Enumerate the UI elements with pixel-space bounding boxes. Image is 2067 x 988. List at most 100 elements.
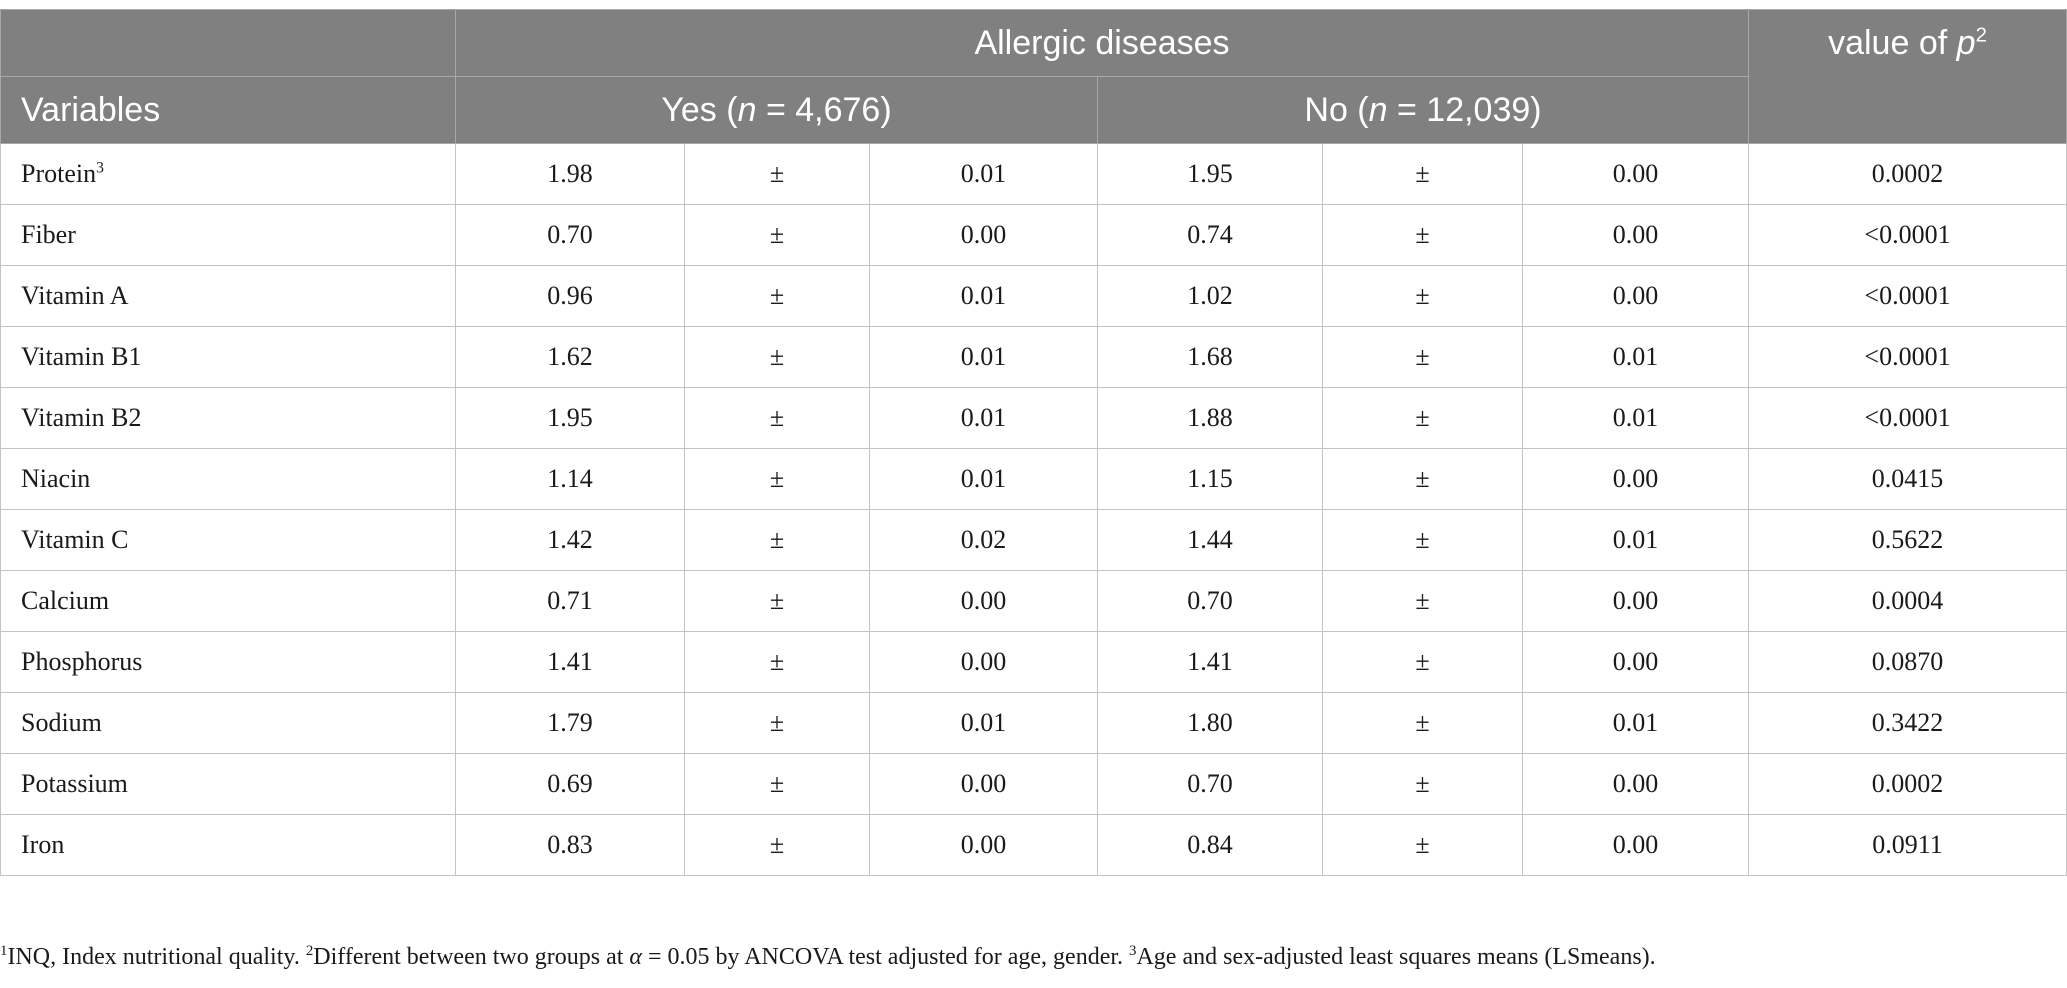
yes-mean-cell: 0.96 bbox=[455, 265, 685, 327]
pvalue-footnote-ref: 2 bbox=[1975, 24, 1987, 47]
variable-label: Vitamin A bbox=[21, 281, 129, 310]
variable-label: Vitamin B2 bbox=[21, 403, 142, 432]
no-pm-cell: ± bbox=[1322, 387, 1523, 449]
variable-cell: Phosphorus bbox=[0, 631, 456, 693]
variable-label: Fiber bbox=[21, 220, 76, 249]
no-se-cell: 0.01 bbox=[1522, 326, 1749, 388]
pvalue-cell: 0.0002 bbox=[1748, 753, 2067, 815]
no-mean-cell: 1.88 bbox=[1097, 387, 1323, 449]
table-body: Protein3 1.98 ±0.01 1.95 ±0.00 0.0002 Fiber 0.7… bbox=[0, 143, 2067, 876]
yes-mean-cell: 1.98 bbox=[455, 143, 685, 205]
no-se-cell: 0.01 bbox=[1522, 692, 1749, 754]
variable-cell: Protein3 bbox=[0, 143, 456, 205]
yes-se-cell: 0.01 bbox=[869, 265, 1098, 327]
header-row-2: Variables Yes (n = 4,676) No (n = 12,039… bbox=[0, 76, 2067, 144]
pvalue-cell: 0.0415 bbox=[1748, 448, 2067, 510]
yes-n-value: = 4,676) bbox=[756, 90, 892, 129]
no-n-value: = 12,039) bbox=[1387, 90, 1542, 129]
no-pm-cell: ± bbox=[1322, 265, 1523, 327]
no-se-cell: 0.00 bbox=[1522, 143, 1749, 205]
group-title: Allergic diseases bbox=[455, 9, 1749, 77]
pvalue-cell: 0.0870 bbox=[1748, 631, 2067, 693]
pvalue-cell: 0.3422 bbox=[1748, 692, 2067, 754]
no-mean-cell: 1.02 bbox=[1097, 265, 1323, 327]
no-pm-cell: ± bbox=[1322, 814, 1523, 876]
no-se-cell: 0.00 bbox=[1522, 753, 1749, 815]
variable-cell: Vitamin A bbox=[0, 265, 456, 327]
pvalue-cell: 0.0911 bbox=[1748, 814, 2067, 876]
no-mean-cell: 0.70 bbox=[1097, 753, 1323, 815]
table-row: Sodium 1.79 ±0.01 1.80 ±0.01 0.3422 bbox=[0, 692, 2067, 754]
table-row: Phosphorus 1.41 ±0.00 1.41 ±0.00 0.0870 bbox=[0, 631, 2067, 693]
yes-pm-cell: ± bbox=[684, 143, 870, 205]
table-row: Fiber 0.70 ±0.00 0.74 ±0.00 <0.0001 bbox=[0, 204, 2067, 266]
pvalue-header: value of p2 bbox=[1748, 9, 2067, 144]
footnote-ref-3: 3 bbox=[1129, 943, 1137, 959]
variable-label: Calcium bbox=[21, 586, 110, 615]
no-pm-cell: ± bbox=[1322, 204, 1523, 266]
variable-cell: Vitamin B1 bbox=[0, 326, 456, 388]
variable-label: Potassium bbox=[21, 769, 128, 798]
no-mean-cell: 1.80 bbox=[1097, 692, 1323, 754]
no-mean-cell: 1.41 bbox=[1097, 631, 1323, 693]
no-pm-cell: ± bbox=[1322, 692, 1523, 754]
variables-header: Variables bbox=[0, 76, 456, 144]
header-blank-cell bbox=[0, 9, 456, 77]
pvalue-cell: 0.5622 bbox=[1748, 509, 2067, 571]
yes-mean-cell: 1.41 bbox=[455, 631, 685, 693]
no-pm-cell: ± bbox=[1322, 753, 1523, 815]
no-se-cell: 0.00 bbox=[1522, 631, 1749, 693]
table-row: Vitamin A 0.96 ±0.01 1.02 ±0.00 <0.0001 bbox=[0, 265, 2067, 327]
variable-footnote-ref: 3 bbox=[96, 159, 104, 177]
yes-mean-cell: 0.83 bbox=[455, 814, 685, 876]
no-mean-cell: 1.68 bbox=[1097, 326, 1323, 388]
no-pm-cell: ± bbox=[1322, 509, 1523, 571]
table-header: Allergic diseases value of p2 Variables … bbox=[0, 9, 2067, 144]
header-row-1: Allergic diseases value of p2 bbox=[0, 9, 2067, 144]
yes-se-cell: 0.00 bbox=[869, 204, 1098, 266]
no-se-cell: 0.01 bbox=[1522, 509, 1749, 571]
yes-mean-cell: 0.70 bbox=[455, 204, 685, 266]
table-row: Calcium 0.71 ±0.00 0.70 ±0.00 0.0004 bbox=[0, 570, 2067, 632]
table-row: Niacin 1.14 ±0.01 1.15 ±0.00 0.0415 bbox=[0, 448, 2067, 510]
pvalue-cell: <0.0001 bbox=[1748, 326, 2067, 388]
yes-mean-cell: 1.62 bbox=[455, 326, 685, 388]
footnote-2-text-a: Different between two groups at bbox=[313, 944, 630, 970]
no-se-cell: 0.00 bbox=[1522, 570, 1749, 632]
yes-pm-cell: ± bbox=[684, 509, 870, 571]
yes-mean-cell: 1.14 bbox=[455, 448, 685, 510]
variable-label: Sodium bbox=[21, 708, 102, 737]
yes-mean-cell: 1.79 bbox=[455, 692, 685, 754]
no-se-cell: 0.00 bbox=[1522, 204, 1749, 266]
no-pm-cell: ± bbox=[1322, 143, 1523, 205]
no-label: No ( bbox=[1304, 90, 1369, 129]
no-mean-cell: 0.84 bbox=[1097, 814, 1323, 876]
variable-cell: Sodium bbox=[0, 692, 456, 754]
variable-label: Vitamin B1 bbox=[21, 342, 142, 371]
table-footnote: 1INQ, Index nutritional quality. 2Differ… bbox=[0, 944, 2060, 971]
table-row: Vitamin B1 1.62 ±0.01 1.68 ±0.01 <0.0001 bbox=[0, 326, 2067, 388]
yes-label: Yes ( bbox=[661, 90, 738, 129]
yes-mean-cell: 1.95 bbox=[455, 387, 685, 449]
variable-cell: Niacin bbox=[0, 448, 456, 510]
yes-pm-cell: ± bbox=[684, 448, 870, 510]
footnote-1-text: INQ, Index nutritional quality. bbox=[7, 944, 306, 970]
footnote-ref-1: 1 bbox=[0, 943, 8, 959]
yes-pm-cell: ± bbox=[684, 265, 870, 327]
yes-se-cell: 0.00 bbox=[869, 814, 1098, 876]
variable-cell: Fiber bbox=[0, 204, 456, 266]
yes-se-cell: 0.01 bbox=[869, 326, 1098, 388]
footnote-3-text: Age and sex-adjusted least squares means… bbox=[1136, 944, 1656, 970]
variable-cell: Vitamin B2 bbox=[0, 387, 456, 449]
yes-pm-cell: ± bbox=[684, 814, 870, 876]
no-pm-cell: ± bbox=[1322, 631, 1523, 693]
table-row: Protein3 1.98 ±0.01 1.95 ±0.00 0.0002 bbox=[0, 143, 2067, 205]
variable-cell: Iron bbox=[0, 814, 456, 876]
yes-se-cell: 0.02 bbox=[869, 509, 1098, 571]
table-row: Potassium 0.69 ±0.00 0.70 ±0.00 0.0002 bbox=[0, 753, 2067, 815]
inq-table: Allergic diseases value of p2 Variables … bbox=[0, 9, 2067, 876]
table-row: Vitamin B2 1.95 ±0.01 1.88 ±0.01 <0.0001 bbox=[0, 387, 2067, 449]
yes-pm-cell: ± bbox=[684, 692, 870, 754]
no-pm-cell: ± bbox=[1322, 570, 1523, 632]
yes-se-cell: 0.00 bbox=[869, 753, 1098, 815]
